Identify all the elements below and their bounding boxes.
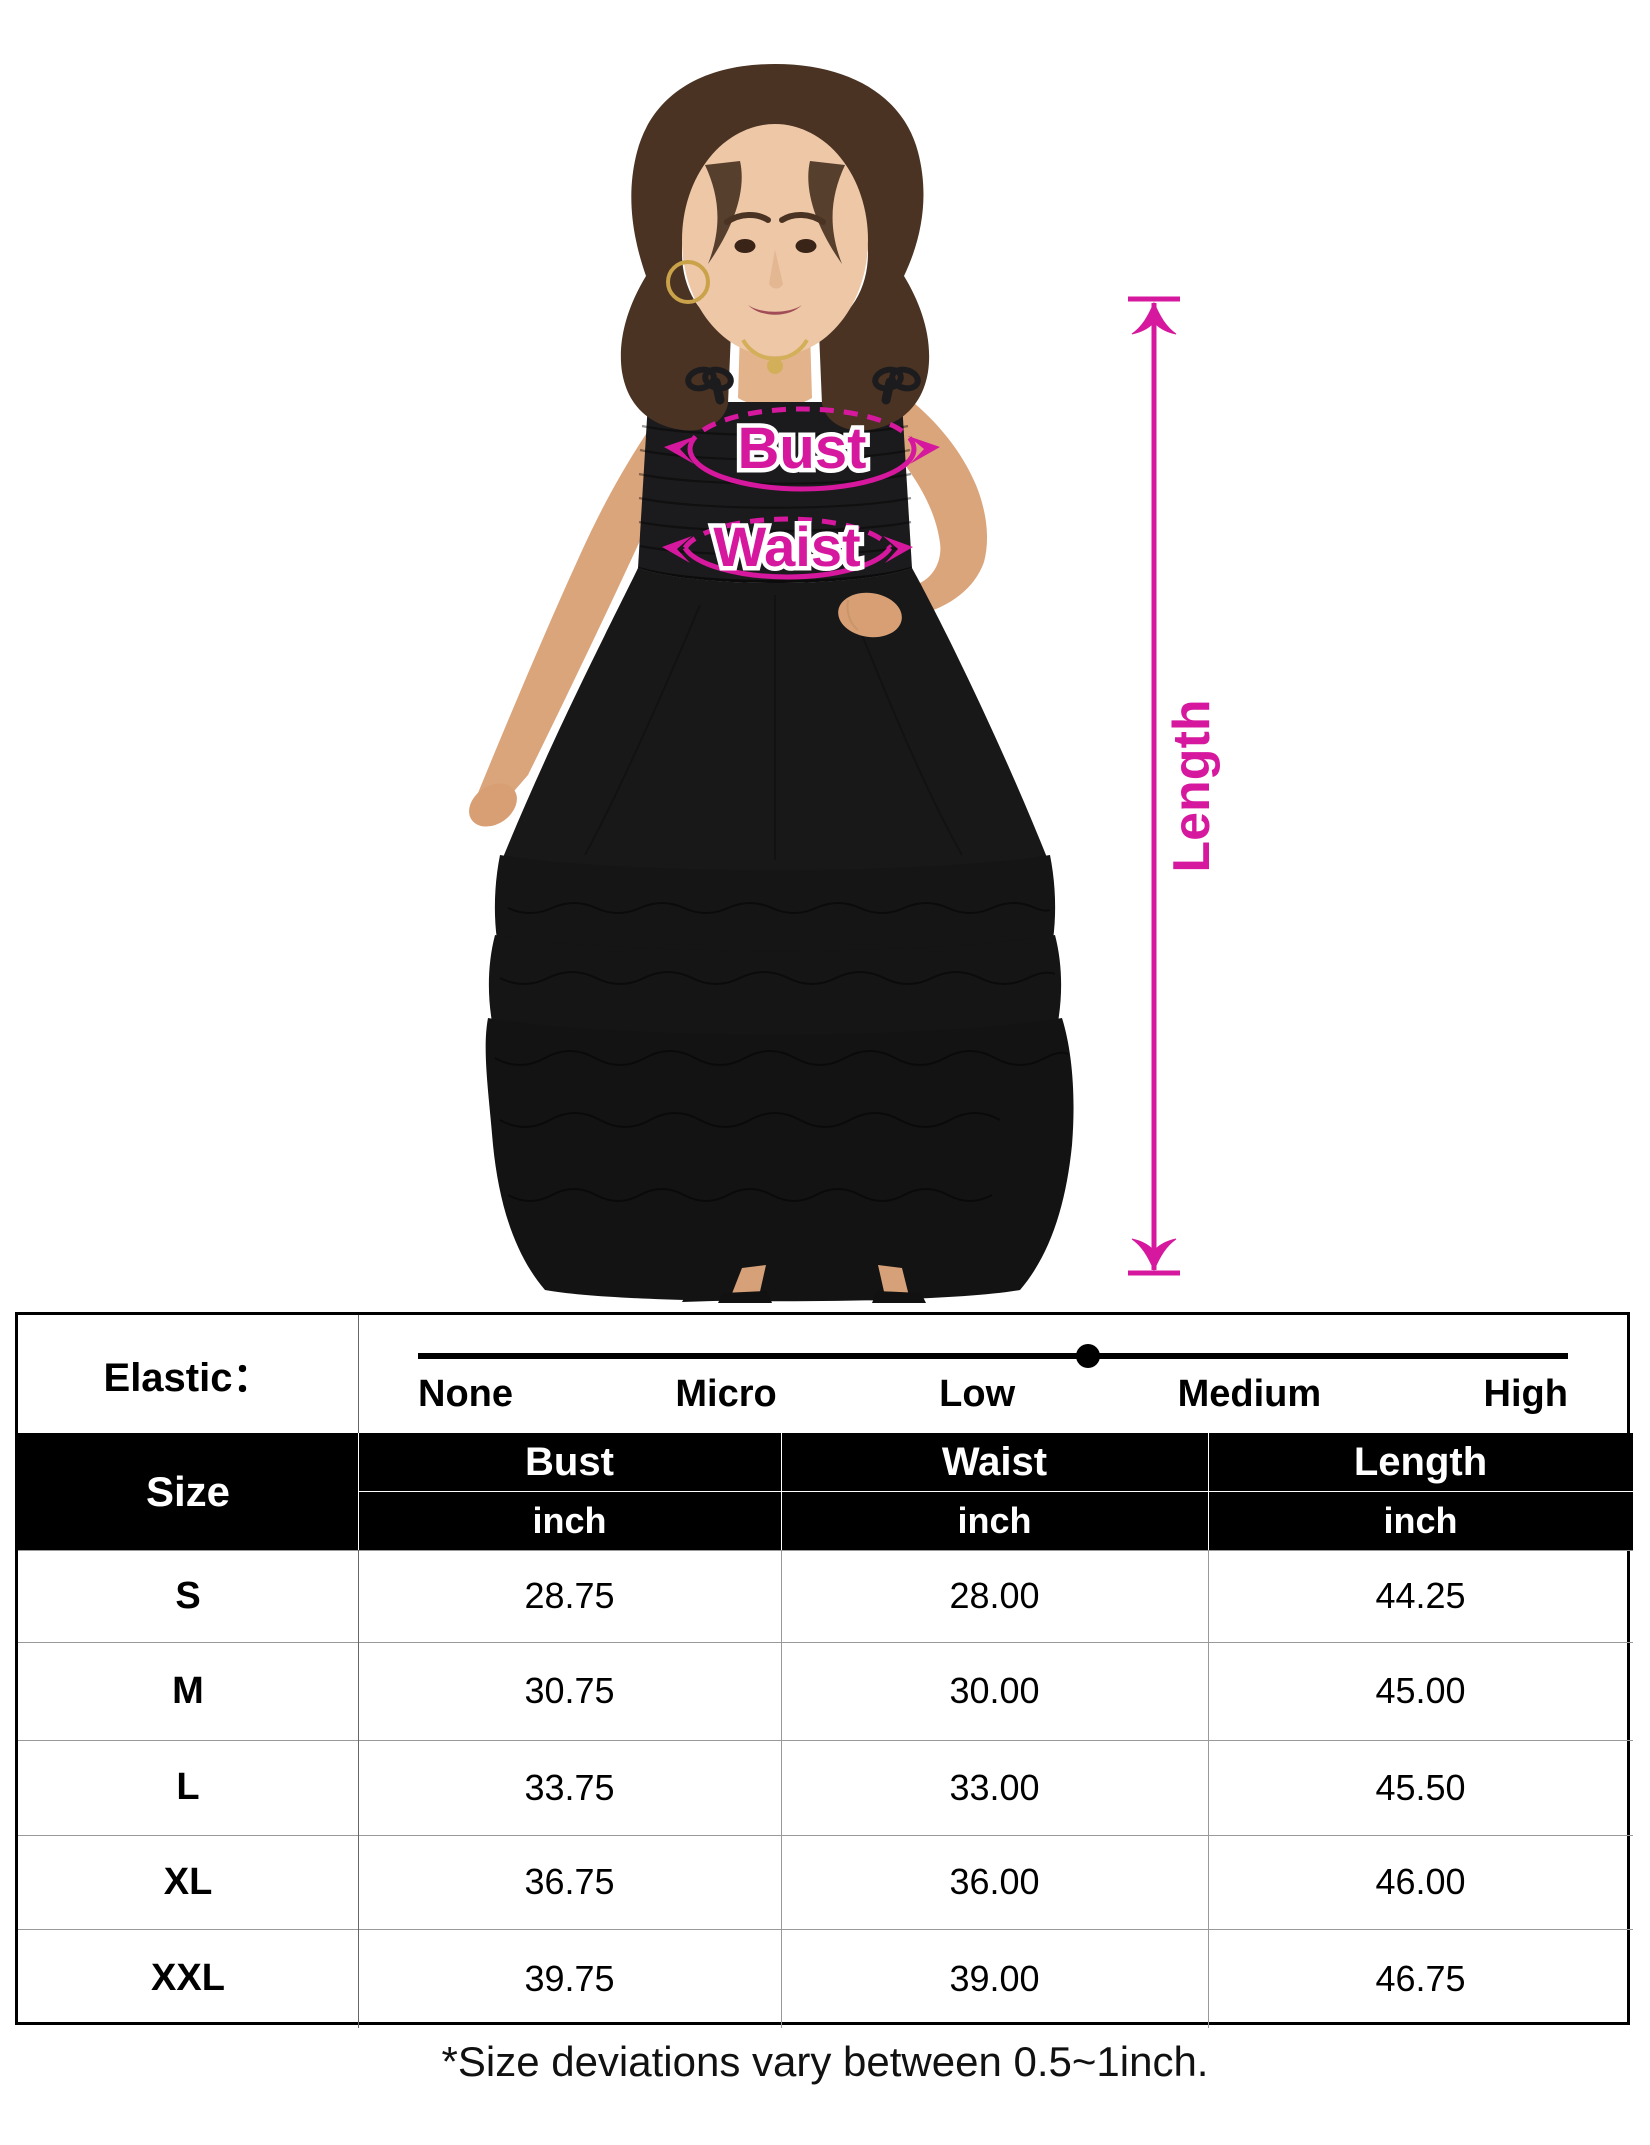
svg-text:Waist: Waist bbox=[713, 515, 860, 578]
svg-text:Length: Length bbox=[1163, 699, 1221, 872]
svg-text:Bust: Bust bbox=[738, 416, 867, 481]
